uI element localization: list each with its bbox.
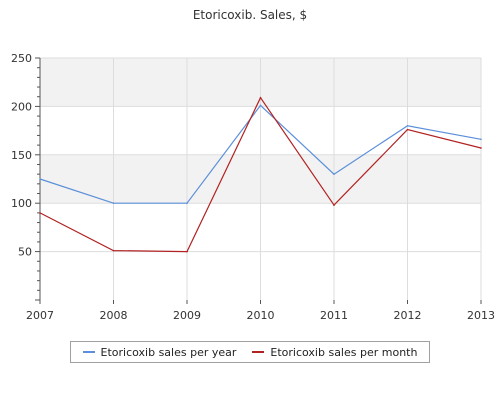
data-point-s0-5 <box>406 124 409 127</box>
x-tick-label-4: 2011 <box>320 309 348 322</box>
data-point-s1-2 <box>186 250 188 253</box>
legend-item-month[interactable]: Etoricoxib sales per month <box>252 346 417 359</box>
data-point-s0-2 <box>186 202 188 204</box>
x-tick-label-1: 2008 <box>100 309 128 322</box>
data-point-s0-1 <box>112 202 115 204</box>
legend-swatch-year <box>82 351 95 353</box>
x-tick-label-0: 2007 <box>26 309 54 322</box>
data-point-s0-6 <box>480 138 482 141</box>
legend-label-month: Etoricoxib sales per month <box>270 345 418 359</box>
data-point-s1-1 <box>112 249 115 252</box>
y-tick-label-3: 200 <box>11 100 32 113</box>
x-tick-label-2: 2009 <box>173 309 201 322</box>
y-tick-label-1: 100 <box>11 197 32 210</box>
data-point-s0-0 <box>39 178 41 180</box>
chart-title: Etoricoxib. Sales, $ <box>192 8 308 22</box>
data-point-s1-5 <box>406 128 409 131</box>
y-tick-label-4: 250 <box>11 52 32 65</box>
data-point-s0-4 <box>333 173 335 175</box>
legend-swatch-month <box>252 351 265 353</box>
data-point-s0-3 <box>259 104 262 107</box>
y-tick-label-2: 150 <box>11 149 32 162</box>
x-tick-label-5: 2012 <box>394 309 422 322</box>
y-tick-label-0: 50 <box>18 246 32 259</box>
data-point-s1-4 <box>333 204 335 206</box>
legend-item-year[interactable]: Etoricoxib sales per year <box>82 345 237 359</box>
data-point-s1-0 <box>39 212 41 214</box>
chart-legend: Etoricoxib sales per year Etoricoxib sal… <box>70 341 430 363</box>
data-point-s1-6 <box>480 147 482 149</box>
legend-label-year: Etoricoxib sales per year <box>100 345 237 359</box>
x-tick-label-3: 2010 <box>247 309 275 322</box>
data-point-s1-3 <box>259 96 262 99</box>
x-tick-label-6: 2013 <box>467 309 495 322</box>
